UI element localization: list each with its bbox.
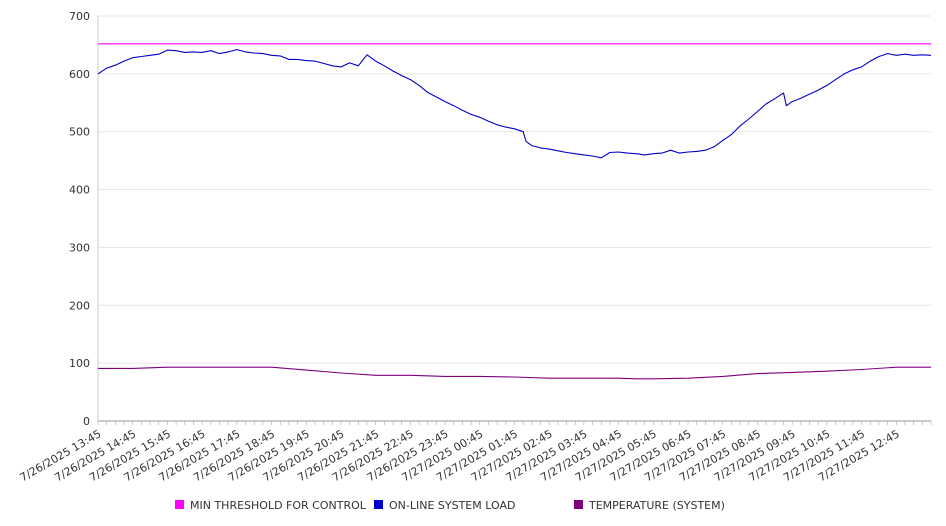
x-axis: 7/26/2025 13:457/26/2025 14:457/26/2025 … [18,420,932,484]
legend-swatch [175,500,184,509]
y-tick-label: 200 [69,299,90,312]
y-tick-label: 100 [69,357,90,370]
series-line-2 [97,49,932,159]
legend-swatch [374,500,383,509]
y-tick-label: 500 [69,126,90,139]
series-line-3 [98,366,931,380]
legend-label: ON-LINE SYSTEM LOAD [389,499,515,512]
y-tick-label: 0 [83,415,90,428]
y-axis: 0 100 200 300 400 500 600 700 [69,10,99,428]
y-tick-label: 300 [69,241,90,254]
y-tick-label: 400 [69,184,90,197]
series-lines [97,43,932,380]
y-tick-label: 600 [69,68,90,81]
legend: MIN THRESHOLD FOR CONTROL ON-LINE SYSTEM … [175,499,725,512]
legend-swatch [574,500,583,509]
legend-label: TEMPERATURE (SYSTEM) [588,499,725,512]
grid-lines [98,15,931,364]
legend-label: MIN THRESHOLD FOR CONTROL [190,499,367,512]
y-tick-label: 700 [69,10,90,23]
